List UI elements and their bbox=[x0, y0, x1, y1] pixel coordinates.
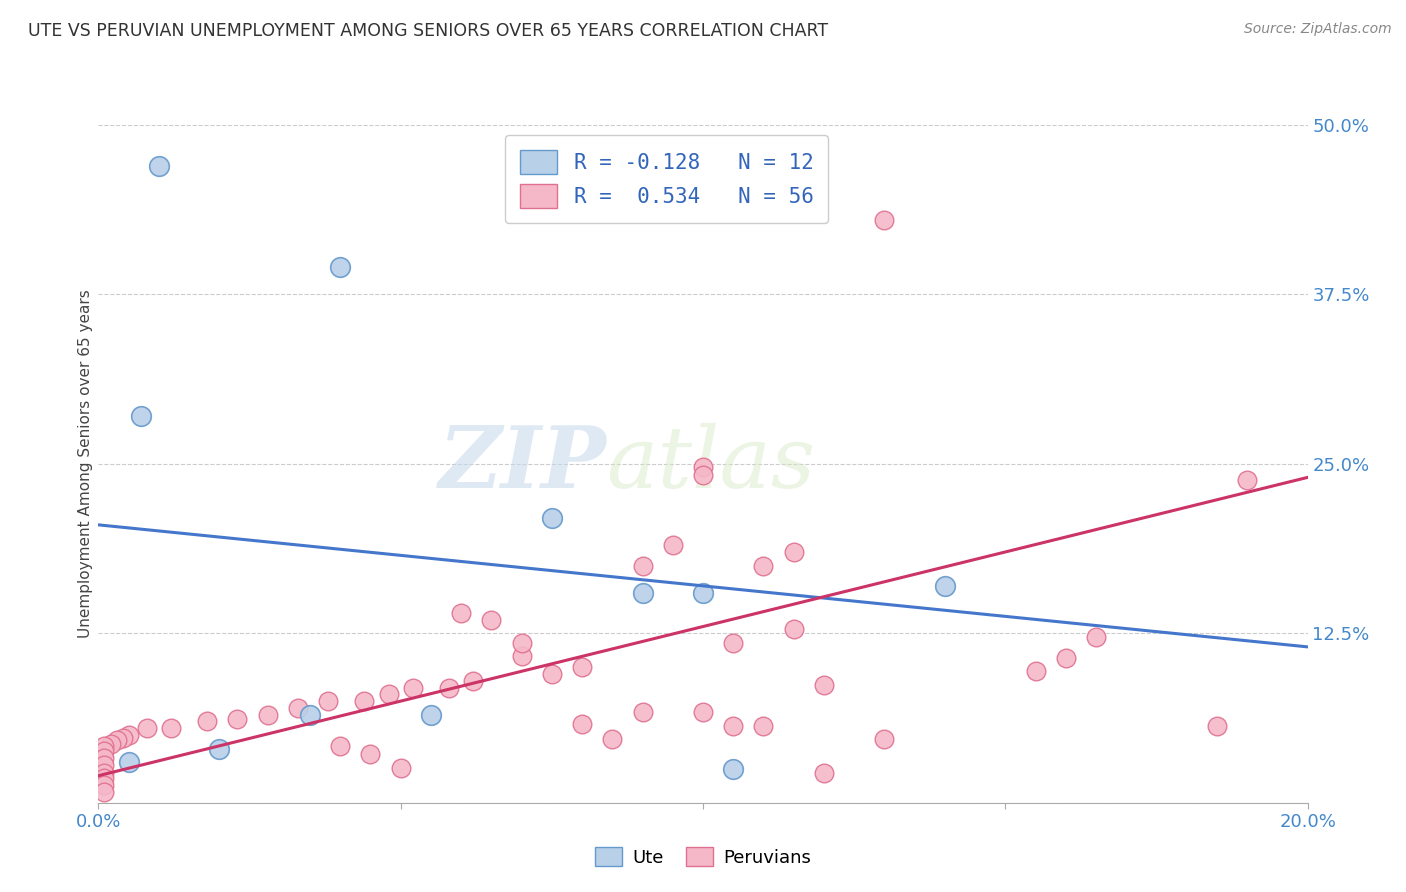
Point bbox=[662, 538, 685, 552]
Text: UTE VS PERUVIAN UNEMPLOYMENT AMONG SENIORS OVER 65 YEARS CORRELATION CHART: UTE VS PERUVIAN UNEMPLOYMENT AMONG SENIO… bbox=[28, 22, 828, 40]
Point bbox=[510, 649, 533, 664]
Text: ZIP: ZIP bbox=[439, 422, 606, 506]
Point bbox=[1085, 631, 1108, 645]
Point bbox=[481, 613, 503, 627]
Point bbox=[1236, 473, 1258, 487]
Point bbox=[256, 707, 278, 722]
Legend: Ute, Peruvians: Ute, Peruvians bbox=[588, 840, 818, 874]
Point bbox=[93, 772, 115, 786]
Point bbox=[93, 785, 115, 799]
Point bbox=[353, 694, 375, 708]
Point bbox=[692, 585, 714, 599]
Point bbox=[135, 721, 157, 735]
Point bbox=[105, 733, 128, 747]
Point bbox=[571, 717, 593, 731]
Point bbox=[631, 585, 654, 599]
Point bbox=[602, 732, 624, 747]
Point bbox=[360, 747, 382, 761]
Point bbox=[299, 707, 322, 722]
Point bbox=[631, 705, 654, 719]
Point bbox=[402, 681, 425, 695]
Point bbox=[813, 766, 835, 780]
Text: atlas: atlas bbox=[606, 423, 815, 505]
Point bbox=[463, 673, 485, 688]
Point bbox=[226, 712, 249, 726]
Point bbox=[752, 558, 775, 573]
Point bbox=[118, 728, 141, 742]
Point bbox=[934, 579, 956, 593]
Point bbox=[93, 778, 115, 792]
Point bbox=[813, 678, 835, 692]
Point bbox=[783, 545, 806, 559]
Point bbox=[129, 409, 152, 424]
Point bbox=[287, 701, 309, 715]
Point bbox=[329, 739, 352, 753]
Point bbox=[723, 718, 745, 732]
Point bbox=[93, 739, 115, 753]
Point bbox=[692, 459, 714, 474]
Text: Source: ZipAtlas.com: Source: ZipAtlas.com bbox=[1244, 22, 1392, 37]
Point bbox=[723, 636, 745, 650]
Point bbox=[450, 606, 472, 620]
Point bbox=[631, 558, 654, 573]
Legend: R = -0.128   N = 12, R =  0.534   N = 56: R = -0.128 N = 12, R = 0.534 N = 56 bbox=[505, 136, 828, 223]
Point bbox=[420, 707, 443, 722]
Point bbox=[571, 660, 593, 674]
Point bbox=[540, 511, 562, 525]
Point bbox=[111, 731, 134, 745]
Point bbox=[329, 260, 352, 275]
Point bbox=[316, 694, 339, 708]
Point bbox=[692, 467, 714, 482]
Point bbox=[93, 766, 115, 780]
Point bbox=[160, 721, 183, 735]
Y-axis label: Unemployment Among Seniors over 65 years: Unemployment Among Seniors over 65 years bbox=[77, 290, 93, 638]
Point bbox=[93, 751, 115, 765]
Point bbox=[783, 622, 806, 636]
Point bbox=[723, 762, 745, 776]
Point bbox=[510, 636, 533, 650]
Point bbox=[93, 757, 115, 772]
Point bbox=[93, 744, 115, 758]
Point bbox=[377, 687, 399, 701]
Point bbox=[148, 159, 170, 173]
Point bbox=[389, 760, 412, 774]
Point bbox=[873, 212, 896, 227]
Point bbox=[118, 755, 141, 769]
Point bbox=[208, 741, 231, 756]
Point bbox=[873, 732, 896, 747]
Point bbox=[100, 738, 122, 752]
Point bbox=[1024, 665, 1046, 679]
Point bbox=[1054, 650, 1077, 665]
Point bbox=[752, 718, 775, 732]
Point bbox=[692, 705, 714, 719]
Point bbox=[195, 714, 218, 729]
Point bbox=[437, 681, 460, 695]
Point bbox=[540, 667, 562, 681]
Point bbox=[1206, 718, 1229, 732]
